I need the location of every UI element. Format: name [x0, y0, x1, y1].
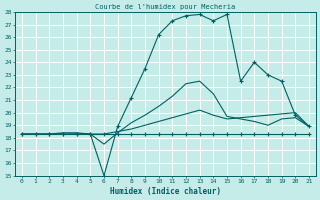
X-axis label: Humidex (Indice chaleur): Humidex (Indice chaleur) — [110, 187, 221, 196]
Title: Courbe de l'humidex pour Mecheria: Courbe de l'humidex pour Mecheria — [95, 4, 236, 10]
